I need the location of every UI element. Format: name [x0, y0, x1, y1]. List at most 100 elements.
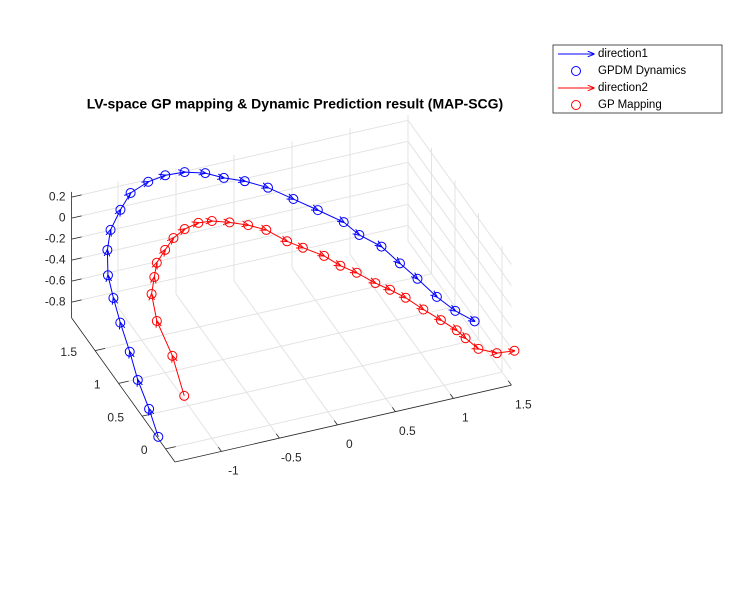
x-tick-label: 1: [462, 411, 469, 425]
x-tick: [275, 433, 280, 439]
point-marker: [418, 304, 429, 315]
grid-line: [175, 293, 280, 439]
point-marker: [168, 233, 179, 244]
point-marker: [179, 390, 190, 401]
z-tick-label: 0.2: [49, 189, 66, 203]
grid-line: [141, 338, 479, 417]
z-tick-label: -0.4: [45, 252, 66, 266]
point-marker: [193, 217, 204, 228]
x-tick: [507, 380, 512, 386]
point-marker: [160, 170, 171, 181]
x-tick-label: -1: [228, 464, 239, 478]
z-tick: [71, 278, 82, 282]
x-tick-label: 0.5: [399, 424, 416, 438]
point-marker: [132, 374, 143, 385]
legend-icon: [571, 100, 581, 110]
point-marker: [115, 204, 126, 215]
point-marker: [218, 172, 229, 183]
point-marker: [153, 431, 164, 442]
point-marker: [149, 272, 160, 283]
y-tick: [118, 380, 129, 384]
point-marker: [288, 194, 299, 205]
point-marker: [370, 278, 381, 289]
point-marker: [451, 325, 462, 336]
point-marker: [351, 267, 362, 278]
z-tick: [71, 194, 82, 198]
trajectory-line: [107, 172, 474, 438]
point-marker: [239, 176, 250, 187]
point-marker: [312, 205, 323, 216]
y-tick: [165, 446, 176, 450]
point-marker: [144, 403, 155, 414]
point-marker: [435, 315, 446, 326]
x-tick-label: -0.5: [281, 450, 302, 464]
z-tick-label: -0.2: [45, 231, 66, 245]
point-marker: [124, 346, 135, 357]
point-marker: [143, 176, 154, 187]
chart-title: LV-space GP mapping & Dynamic Prediction…: [87, 96, 503, 112]
legend-box: [552, 44, 723, 114]
point-marker: [224, 217, 235, 228]
point-marker: [206, 215, 217, 226]
grid-line: [407, 225, 512, 370]
point-marker: [151, 315, 162, 326]
x-tick-label: 1.5: [515, 397, 532, 411]
grid-line: [118, 306, 456, 384]
z-tick: [71, 215, 82, 219]
point-marker: [282, 236, 293, 247]
x-tick: [449, 393, 454, 399]
z-tick: [71, 299, 82, 303]
x-tick: [333, 420, 338, 426]
point-marker: [509, 345, 520, 356]
point-marker: [146, 288, 157, 299]
point-marker: [108, 292, 119, 303]
z-tick-label: 0: [59, 210, 66, 224]
point-marker: [115, 317, 126, 328]
point-marker: [460, 333, 471, 344]
y-tick-label: 0.5: [107, 410, 124, 424]
z-tick: [71, 236, 82, 240]
grid-line: [71, 161, 409, 240]
legend: direction1 GPDM Dynamics direction2 GP Mapp…: [552, 44, 723, 114]
legend-icon: [571, 66, 581, 76]
legend-label: GP Mapping: [598, 99, 662, 111]
point-marker: [102, 270, 113, 281]
point-marker: [179, 224, 190, 235]
x-tick-label: 0: [346, 437, 353, 451]
point-marker: [491, 348, 502, 359]
point-marker: [473, 343, 484, 354]
point-marker: [179, 167, 190, 178]
grid-line: [71, 119, 409, 198]
z-tick-label: -0.6: [45, 273, 66, 287]
x-tick: [217, 446, 222, 452]
y-axis: [71, 317, 176, 463]
point-marker: [243, 220, 254, 231]
trajectory-line: [152, 221, 515, 396]
point-marker: [160, 244, 171, 255]
point-marker: [102, 244, 113, 255]
grid-line: [407, 183, 512, 328]
legend-label: direction1: [598, 48, 648, 60]
legend-label: GPDM Dynamics: [598, 65, 686, 77]
grid-line: [407, 120, 512, 265]
point-marker: [200, 168, 211, 179]
point-marker: [151, 257, 162, 268]
grid-line: [165, 371, 503, 450]
y-tick-label: 0: [141, 443, 148, 457]
y-tick-label: 1.5: [60, 345, 77, 359]
grid-line: [291, 267, 396, 412]
x-tick: [391, 407, 396, 412]
grid-line: [233, 280, 338, 426]
point-marker: [319, 250, 330, 261]
point-marker: [125, 187, 136, 198]
point-marker: [400, 292, 411, 303]
legend-label: direction2: [598, 82, 648, 94]
point-marker: [335, 260, 346, 271]
y-tick-label: 1: [94, 378, 101, 392]
point-marker: [105, 224, 116, 235]
point-marker: [385, 284, 396, 295]
grid-line: [71, 182, 409, 261]
point-marker: [167, 350, 178, 361]
grid-line: [71, 203, 409, 282]
